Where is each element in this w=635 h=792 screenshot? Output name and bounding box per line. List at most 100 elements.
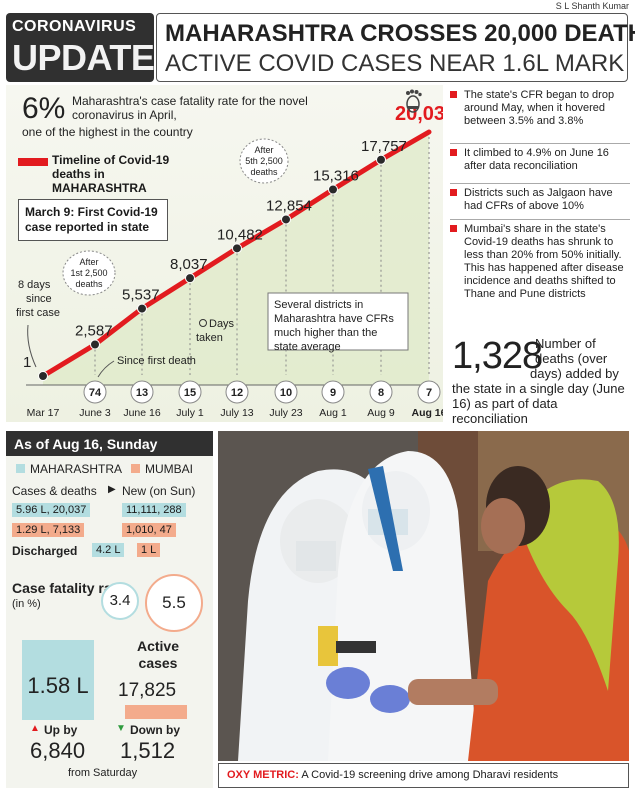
headline: MAHARASHTRA CROSSES 20,000 DEATHS: [165, 20, 635, 47]
arrow-icon: ▶: [108, 484, 116, 495]
screening-photo: [218, 431, 629, 761]
sub-headline: ACTIVE COVID CASES NEAR 1.6L MARK: [165, 50, 625, 77]
up-label: Up by: [44, 723, 78, 737]
chart-value-label: 2,587: [75, 322, 113, 339]
days-taken-circle: [225, 380, 249, 404]
photo-credit: S L Shanth Kumar: [555, 1, 629, 11]
chart-value-label: 1: [23, 354, 31, 371]
days-taken-label: Days: [209, 318, 235, 330]
after-fifth-label-2: 5th 2,500: [245, 156, 283, 166]
up-arrow-icon: ▲: [30, 723, 40, 734]
after-fifth-bubble: [239, 138, 289, 184]
deaths-timeline-chart: 1 2,587 5,537 8,037 10,48212,85415,31617,757…: [16, 103, 443, 419]
chart-point: [137, 303, 147, 314]
mum-active-value: 17,825: [118, 680, 177, 701]
cfr-text-2: one of the highest in the country: [22, 125, 193, 139]
cfr-unit: (in %): [12, 598, 41, 610]
caption-text: A Covid-19 screening drive among Dharavi…: [301, 769, 559, 781]
side-note-bullet: [450, 189, 457, 196]
side-note: Mumbai's share in the state's Covid-19 d…: [450, 223, 630, 301]
chart-point: [376, 154, 386, 165]
chart-x-tick: July 13: [220, 407, 253, 419]
reconciliation-text-a: Number of deaths (over: [535, 336, 608, 366]
chart-point: [328, 184, 338, 195]
stats-heading: As of Aug 16, Sunday: [6, 431, 213, 456]
days-taken-circle: [83, 380, 107, 404]
districts-note-line: Maharashtra have CFRs: [274, 313, 394, 325]
legend-label: Timeline of Covid-19 deaths in MAHARASHT…: [52, 153, 170, 195]
section-tag: CORONAVIRUS UPDATE: [6, 13, 155, 82]
mum-discharged: 1 L: [137, 543, 161, 557]
districts-note-line: much higher than the: [274, 327, 377, 339]
mum-legend-swatch: [131, 464, 140, 473]
cases-deaths-label: Cases & deaths: [12, 484, 97, 498]
discharged-label: Discharged: [12, 544, 78, 558]
chart-x-tick: July 23: [269, 407, 302, 419]
first-case-days-label-3: first case: [16, 307, 60, 319]
days-taken-circle: [130, 380, 154, 404]
caption-head: OXY METRIC:: [227, 769, 299, 781]
days-taken-value: 10: [280, 387, 292, 399]
tag-line1: CORONAVIRUS: [12, 18, 137, 35]
mum-active-bar: [125, 705, 187, 719]
days-taken-circle: [417, 380, 441, 404]
tag-line2: UPDATE: [12, 37, 155, 78]
chart-x-tick: Aug 16: [411, 407, 443, 419]
chart-x-tick: Aug 1: [319, 407, 347, 419]
chart-value-label: 15,316: [313, 167, 359, 184]
reconciliation-value: 1,328: [452, 335, 543, 377]
photo-illustration: [218, 431, 629, 761]
mum-legend-label: MUMBAI: [145, 462, 193, 476]
first-case-days-label: 8 days: [18, 279, 51, 291]
side-note-bullet: [450, 225, 457, 232]
reconciliation-text-b: days) added by the state in a single day…: [452, 366, 625, 426]
mum-cases: 1.29 L, 7,133: [12, 523, 85, 537]
chart-point: [281, 214, 291, 225]
headline-box: MAHARASHTRA CROSSES 20,000 DEATHS ACTIVE…: [156, 13, 635, 82]
side-note-bullet: [450, 149, 457, 156]
after-first-label-3: deaths: [75, 279, 103, 289]
side-note-bullet: [450, 91, 457, 98]
days-taken-legend-icon: [199, 319, 207, 327]
cfr-value: 6%: [22, 92, 66, 125]
days-taken-value: 13: [136, 387, 148, 399]
chart-value-label: 20,037: [395, 103, 443, 125]
chart-x-tick: Aug 9: [367, 407, 395, 419]
chart-value-label: 12,854: [266, 197, 312, 214]
side-note-text: It climbed to 4.9% on June 16 after data…: [464, 147, 609, 172]
cfr-text: Maharashtra's case fatality rate for the…: [72, 94, 308, 122]
chart-point: [185, 273, 195, 284]
days-taken-value: 15: [184, 387, 196, 399]
photo-caption: OXY METRIC: A Covid-19 screening drive a…: [218, 763, 629, 788]
side-note: The state's CFR began to drop around May…: [450, 89, 630, 128]
side-note-text: The state's CFR began to drop around May…: [464, 89, 615, 127]
side-note-text: Mumbai's share in the state's Covid-19 d…: [464, 223, 624, 300]
days-taken-circle: [274, 380, 298, 404]
from-saturday: from Saturday: [68, 767, 138, 779]
after-first-label-2: 1st 2,500: [70, 268, 107, 278]
mh-legend-label: MAHARASHTRA: [30, 462, 123, 476]
since-first-death-label: Since first death: [117, 355, 196, 367]
chart-value-label: 10,482: [217, 226, 263, 243]
first-case-box: March 9: First Covid-19 case reported in…: [18, 199, 168, 241]
side-note: Districts such as Jalgaon have had CFRs …: [450, 187, 630, 213]
mh-cfr: 3.4: [101, 582, 139, 620]
legend-line-swatch: [18, 158, 48, 166]
first-case-days-label-2: since: [26, 293, 52, 305]
cfr-label: Case fatality rate: [12, 580, 125, 596]
since-first-death-arrow: [97, 360, 115, 378]
active-label: Active cases: [136, 638, 180, 671]
after-first-bubble: [62, 250, 116, 296]
days-taken-circle: [369, 380, 393, 404]
mh-discharged: 4.2 L: [92, 543, 125, 557]
side-note-divider: [450, 219, 630, 220]
mum-cfr: 5.5: [145, 574, 203, 632]
after-first-label: After: [79, 257, 98, 267]
districts-note-line: state average: [274, 341, 341, 353]
side-note-text: Districts such as Jalgaon have had CFRs …: [464, 187, 613, 212]
up-value: 6,840: [30, 738, 86, 763]
mh-active-bar: 1.58 L: [22, 640, 94, 720]
chart-value-label: 8,037: [170, 256, 208, 273]
down-label: Down by: [130, 723, 180, 737]
chart-x-tick: June 3: [79, 407, 111, 419]
